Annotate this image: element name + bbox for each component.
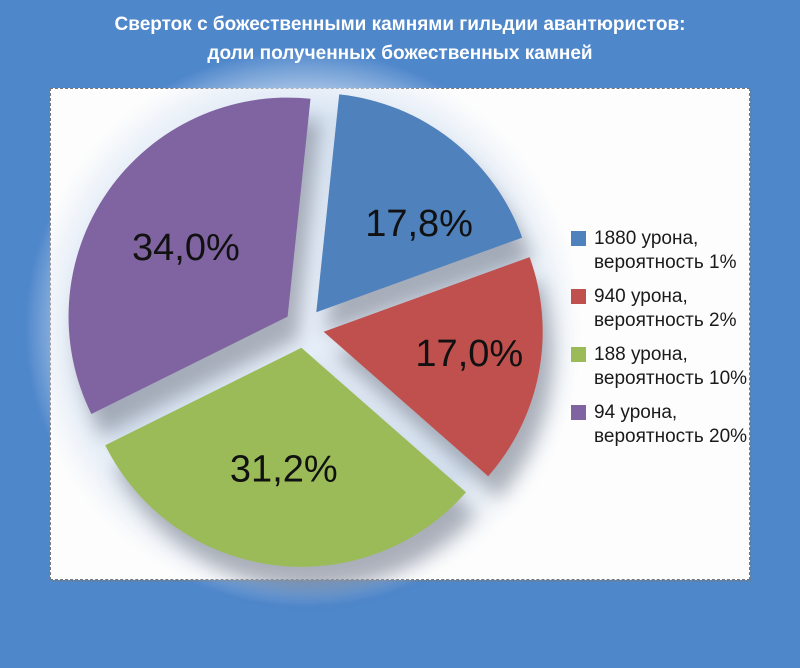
pie-slice-label-0: 17,8% <box>365 203 473 245</box>
legend-label: 1880 урона, вероятность 1% <box>594 228 737 273</box>
pie-slice-3[interactable] <box>68 97 311 414</box>
chart-title: Сверток с божественными камнями гильдии … <box>0 10 800 68</box>
legend-item-1[interactable]: 940 урона, вероятность 2% <box>571 285 749 333</box>
pie-slice-1[interactable] <box>323 257 543 477</box>
legend-swatch-icon <box>571 289 586 304</box>
legend-item-3[interactable]: 94 урона, вероятность 20% <box>571 401 749 449</box>
legend-label: 940 урона, вероятность 2% <box>594 286 737 331</box>
pie-slice-label-1: 17,0% <box>415 333 523 375</box>
pie-slice-label-3: 34,0% <box>132 227 240 269</box>
legend-label: 188 урона, вероятность 10% <box>594 344 748 389</box>
legend-swatch-icon <box>571 405 586 420</box>
pie-chart: 17,8% 17,0% 31,2% 34,0% <box>68 94 543 567</box>
pie-slice-2[interactable] <box>105 347 466 567</box>
chart-title-line1: Сверток с божественными камнями гильдии … <box>114 14 686 35</box>
legend-label: 94 урона, вероятность 20% <box>594 402 748 447</box>
legend-item-2[interactable]: 188 урона, вероятность 10% <box>571 343 749 391</box>
pie-slice-0[interactable] <box>316 94 523 313</box>
chart-title-line2: доли полученных божественных камней <box>207 43 593 64</box>
legend-swatch-icon <box>571 347 586 362</box>
chart-plot-area: 17,8% 17,0% 31,2% 34,0% 1880 урона, вероятно… <box>0 0 750 668</box>
legend-swatch-icon <box>571 231 586 246</box>
pie-slice-label-2: 31,2% <box>230 449 338 491</box>
legend-item-0[interactable]: 1880 урона, вероятность 1% <box>571 227 749 275</box>
chart-legend: 1880 урона, вероятность 1% 940 урона, вероя… <box>571 227 749 459</box>
